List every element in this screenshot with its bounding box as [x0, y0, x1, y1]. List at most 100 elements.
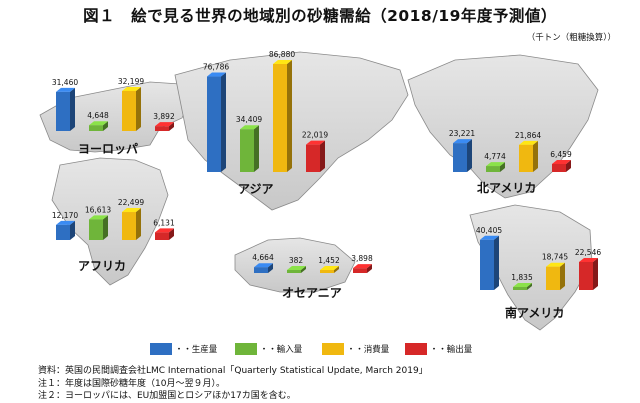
value-label: 40,405: [476, 226, 502, 235]
value-label: 32,199: [118, 77, 144, 86]
region-label: アジア: [238, 182, 274, 196]
value-label: 86,880: [269, 50, 295, 59]
bar-import: [89, 125, 103, 131]
bar-consumption-top: [122, 86, 141, 91]
bar-production: [207, 76, 221, 172]
continent-oceania: [234, 237, 356, 293]
value-label: 22,499: [118, 198, 144, 207]
source-note: 資料：英国の民間調査会社LMC International「Quarterly …: [38, 366, 428, 376]
value-label: 12,170: [52, 211, 78, 220]
bar-production-top: [207, 72, 226, 77]
legend-item: ・・輸入量: [235, 343, 302, 355]
value-label: 3,892: [153, 112, 175, 121]
bar-production: [56, 91, 70, 131]
region-label: オセアニア: [282, 286, 342, 300]
legend-item: ・・消費量: [322, 343, 389, 355]
bar-export-top: [552, 159, 571, 164]
bar-group-region-1: [56, 208, 174, 240]
bar-production-side: [221, 72, 226, 172]
chart-title: 図１ 絵で見る世界の地域別の砂糖需給（2018/19年度予測値）: [83, 7, 557, 25]
bar-export-top: [579, 257, 598, 262]
bar-consumption: [273, 64, 287, 172]
bar-export-side: [593, 257, 598, 290]
value-label: 4,648: [87, 111, 109, 120]
value-label: 4,664: [252, 253, 274, 262]
bar-group-region-2: [207, 60, 325, 172]
bar-export: [155, 232, 169, 240]
bar-consumption: [122, 212, 136, 240]
value-label: 23,221: [449, 129, 475, 138]
region-label: 北アメリカ: [477, 180, 536, 195]
region-label: 南アメリカ: [505, 305, 564, 320]
legend-item: ・・生産量: [150, 343, 217, 355]
value-label: 31,460: [52, 78, 78, 87]
value-label: 34,409: [236, 115, 262, 124]
bar-production-top: [56, 220, 75, 225]
bar-export-top: [353, 264, 372, 269]
bar-production-side: [70, 87, 75, 131]
bar-production-side: [70, 220, 75, 240]
legend-item: ・・輸出量: [405, 343, 472, 355]
bar-import-top: [486, 162, 505, 167]
legend-label-export: ・・輸出量: [429, 345, 473, 355]
unit-label: （千トン（粗糖換算））: [526, 33, 616, 43]
continents: [39, 51, 599, 331]
bar-consumption-side: [334, 266, 339, 273]
bar-group-region-0: [56, 86, 174, 131]
bar-export: [579, 261, 593, 290]
bar-export-side: [367, 264, 372, 273]
bar-consumption-top: [320, 266, 339, 270]
bar-production-side: [494, 235, 499, 290]
bar-group-region-4: [453, 139, 571, 172]
legend-swatch-export: [405, 343, 427, 355]
bar-import: [89, 219, 103, 240]
note-1: 注１：年度は国際砂糖年度（10月～翌９月）。: [38, 378, 225, 389]
bar-export-top: [155, 228, 174, 233]
bar-production: [56, 224, 70, 240]
bar-import-top: [240, 125, 259, 130]
bar-consumption-top: [519, 140, 538, 145]
bar-production-side: [467, 139, 472, 172]
bar-consumption: [546, 266, 560, 290]
bar-import: [513, 287, 527, 290]
bar-export-top: [155, 122, 174, 127]
continent-north-america: [407, 54, 599, 199]
legend-swatch-production: [150, 343, 172, 355]
bar-import-side: [301, 266, 306, 273]
legend-label-production: ・・生産量: [174, 345, 218, 355]
value-label: 3,898: [351, 254, 373, 263]
bar-export: [155, 126, 169, 131]
bar-production-top: [480, 235, 499, 240]
value-label: 22,019: [302, 131, 328, 140]
bar-consumption-top: [273, 60, 292, 64]
bar-consumption-top: [546, 262, 565, 267]
note-2: 注２：ヨーロッパには、EU加盟国とロシアほか17カ国を含む。: [38, 391, 296, 401]
bar-export-side: [169, 122, 174, 131]
value-label: 1,835: [511, 273, 533, 282]
legend-swatch-import: [235, 343, 257, 355]
bar-consumption-side: [533, 140, 538, 172]
bar-export-side: [566, 159, 571, 172]
bar-import: [287, 270, 301, 273]
bar-import: [240, 129, 254, 172]
bar-import-top: [513, 283, 532, 287]
footnotes: 資料：英国の民間調査会社LMC International「Quarterly …: [38, 365, 428, 403]
bar-production-top: [453, 139, 472, 144]
legend-label-import: ・・輸入量: [259, 345, 303, 355]
bar-export-top: [306, 140, 325, 145]
bar-import-top: [89, 215, 108, 220]
bar-layer: [56, 60, 598, 290]
legend-label-consumption: ・・消費量: [346, 345, 390, 355]
bar-import-side: [500, 162, 505, 172]
bar-consumption-side: [287, 60, 292, 172]
value-label: 1,452: [318, 256, 340, 265]
bar-group-region-5: [480, 235, 598, 290]
bar-group-region-3: [254, 263, 372, 273]
bar-production-top: [254, 263, 273, 268]
bar-production: [254, 267, 268, 273]
value-label: 18,745: [542, 253, 568, 262]
bar-import-side: [103, 215, 108, 240]
bar-export: [552, 163, 566, 172]
